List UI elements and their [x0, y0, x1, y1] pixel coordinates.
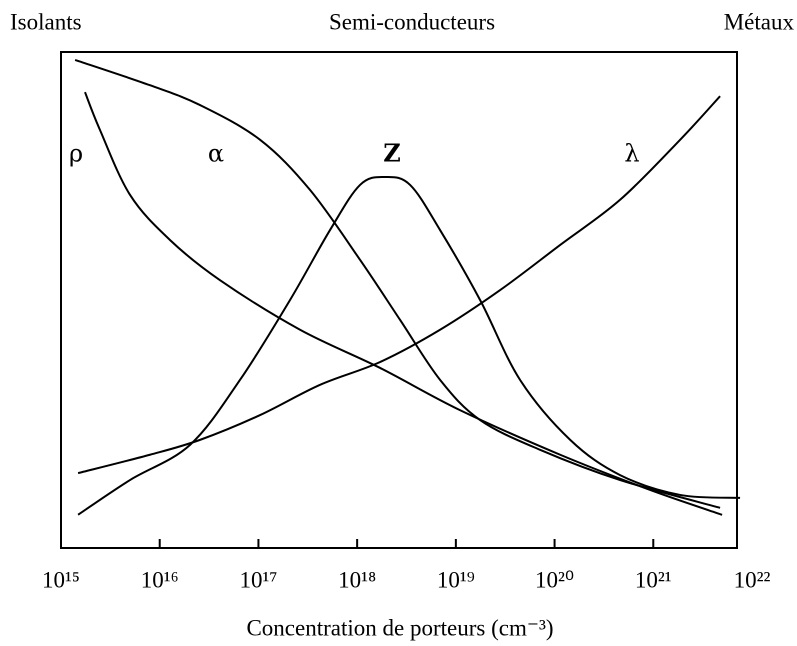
x-tick-label: 10²¹	[635, 567, 672, 592]
x-axis-label: Concentration de porteurs (cm⁻³)	[246, 615, 553, 640]
x-tick-label: 10¹⁹	[437, 567, 475, 592]
curve	[84, 91, 723, 516]
annotation: Isolants	[10, 9, 82, 34]
plot-frame	[60, 51, 738, 549]
x-tick-label: 10²²	[734, 567, 771, 592]
curve	[74, 58, 721, 509]
curve-label: Z	[383, 139, 401, 168]
curve-label: ρ	[69, 140, 83, 168]
x-tick-label: 10¹⁶	[141, 567, 179, 592]
x-tick-label: 10¹⁵	[42, 567, 80, 592]
x-tick-label: 10¹⁷	[239, 567, 277, 592]
x-tick-label: 10¹⁸	[338, 567, 376, 592]
x-tick-label: 10²⁰	[535, 567, 574, 592]
annotation: Métaux	[724, 9, 795, 34]
curve	[77, 175, 741, 516]
curve-label: λ	[624, 140, 639, 168]
curve-label: α	[208, 140, 224, 168]
annotation: Semi-conducteurs	[329, 9, 495, 34]
curve	[77, 95, 721, 475]
